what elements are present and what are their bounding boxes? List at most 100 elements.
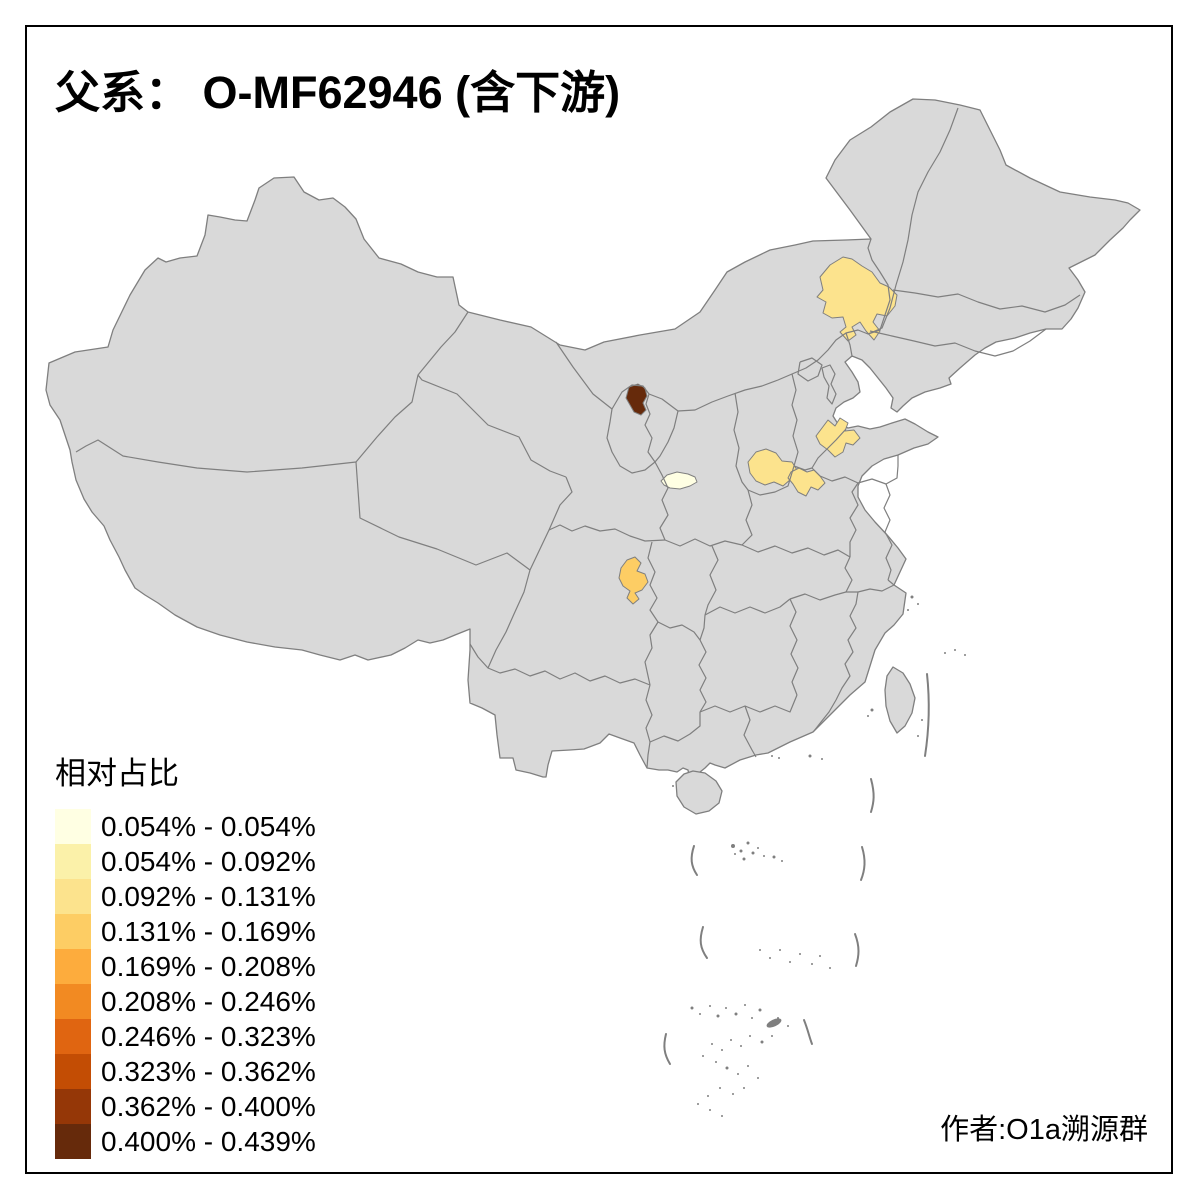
province-border-line (741, 544, 851, 558)
islet-dot (757, 847, 759, 849)
islet-dot (917, 735, 919, 737)
islet-dot (719, 1087, 721, 1089)
islet-dot (944, 652, 946, 654)
islet-dot (751, 851, 755, 855)
islet-dot (779, 949, 781, 951)
islet-dot (954, 649, 956, 651)
islet-dot (672, 785, 674, 787)
province-border-line (644, 621, 659, 686)
province-border-line (657, 621, 701, 641)
islet-dot (737, 1073, 739, 1075)
islet-dot (697, 1103, 699, 1105)
islet-dot (787, 1025, 789, 1027)
legend-label: 0.092% - 0.131% (101, 880, 316, 912)
islet-dot (757, 1077, 759, 1079)
province-border-line (646, 741, 651, 769)
province-border-line (645, 684, 653, 743)
attribution: 作者:O1a溯源群 (940, 1114, 1148, 1146)
legend-row: 0.092% - 0.131% (55, 879, 316, 914)
islet-dot (769, 957, 771, 959)
province-border-line (811, 428, 847, 469)
province-border-line (654, 410, 679, 463)
legend-swatch (55, 809, 91, 844)
legend-row: 0.054% - 0.092% (55, 844, 316, 879)
islet-dot (907, 609, 909, 611)
province-border-line (811, 467, 859, 484)
islet-dot (690, 1006, 694, 1010)
islet-dot (747, 1065, 749, 1067)
islet-dot (789, 961, 791, 963)
islet-dot (730, 1039, 732, 1041)
islet-dot (819, 955, 821, 957)
islet-dot (799, 953, 801, 955)
islet-dot (731, 844, 735, 848)
legend-swatch (55, 1054, 91, 1089)
maritime-boundary-dash (803, 1019, 813, 1045)
legend: 相对占比 0.054% - 0.054% 0.054% - 0.092% 0.092… (55, 748, 316, 1159)
province-border-line (741, 489, 753, 546)
province-border-line (789, 598, 799, 696)
islet-dot (743, 1087, 745, 1089)
legend-swatch (55, 1089, 91, 1124)
province-border-line (797, 357, 823, 382)
legend-label: 0.054% - 0.092% (101, 845, 316, 877)
province-border-line (857, 584, 895, 593)
plot-border (25, 25, 1173, 1174)
province-border-line (869, 328, 1047, 357)
islet-dot (711, 1043, 713, 1045)
province-border-line (887, 579, 895, 586)
legend-swatch (55, 984, 91, 1019)
islet-dot (721, 1049, 723, 1051)
legend-swatch (55, 1019, 91, 1054)
region-east-inner-mongolia (816, 256, 898, 342)
islet-dot (867, 715, 869, 717)
legend-label: 0.400% - 0.439% (101, 1125, 316, 1157)
islet-bank (766, 1018, 782, 1028)
legend-row: 0.362% - 0.400% (55, 1089, 316, 1124)
maritime-boundary-dash (924, 673, 930, 757)
islet-dot (870, 708, 874, 712)
islet-dot (772, 855, 776, 859)
legend-row: 0.400% - 0.439% (55, 1124, 316, 1159)
legend-swatch (55, 844, 91, 879)
legend-swatch (55, 914, 91, 949)
region-north-ningxia (625, 383, 648, 416)
province-border-line (606, 384, 656, 474)
legend-label: 0.246% - 0.323% (101, 1020, 316, 1052)
islet-dot (760, 1040, 764, 1044)
province-border-line (704, 598, 791, 616)
province-border-line (747, 465, 795, 496)
islet-dot (742, 857, 746, 861)
province-border-line (487, 667, 651, 686)
province-border-line (355, 311, 469, 463)
province-border-line (892, 289, 1081, 313)
islet-dot (771, 755, 773, 757)
province-border-line (844, 556, 853, 593)
province-border-line (867, 107, 959, 335)
province-border-line (849, 482, 859, 557)
legend-swatch (55, 949, 91, 984)
islet-dot (964, 654, 966, 656)
legend-title: 相对占比 (55, 756, 179, 791)
province-border-line (791, 373, 799, 467)
legend-label: 0.169% - 0.208% (101, 950, 316, 982)
map-title: 父系： O-MF62946 (含下游) (55, 67, 621, 118)
legend-row: 0.208% - 0.246% (55, 984, 316, 1019)
islet-dot (749, 1035, 751, 1037)
islet-dot (811, 963, 813, 965)
province-borders (75, 107, 1081, 769)
legend-label: 0.208% - 0.246% (101, 985, 316, 1017)
legend-row: 0.054% - 0.054% (55, 809, 316, 844)
islet-dot (709, 1005, 711, 1007)
hainan-island (675, 770, 723, 815)
legend-row: 0.169% - 0.208% (55, 949, 316, 984)
islet-dot (771, 1035, 773, 1037)
islet-dot (758, 1008, 762, 1012)
legend-rows: 0.054% - 0.054% 0.054% - 0.092% 0.092% - 0… (55, 809, 316, 1159)
province-border-line (733, 392, 749, 491)
maritime-boundary-dash (870, 778, 875, 813)
islet-dot (921, 719, 923, 721)
islet-dot (707, 1095, 709, 1097)
province-border-line (789, 591, 858, 601)
province-border-line (821, 364, 837, 405)
